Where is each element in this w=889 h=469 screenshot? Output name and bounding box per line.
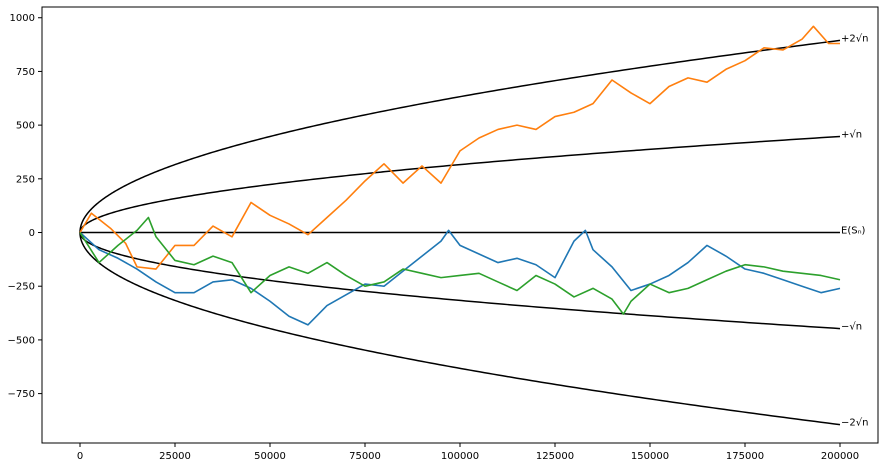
reference-curve-label-4: −2√n [841, 418, 868, 429]
y-tick-label: 0 [29, 228, 35, 239]
reference-curves [79, 39, 841, 426]
y-axis: −750 −500 −250 0 250 500 750 1000 [8, 13, 42, 400]
x-tick-label: 75000 [349, 451, 381, 462]
reference-curve-label-2: E(Sₙ) [841, 226, 866, 237]
reference-curve-4 [79, 232, 841, 426]
x-tick-label: 150000 [631, 451, 669, 462]
y-tick-label: 250 [16, 174, 35, 185]
series-lines [79, 25, 841, 326]
y-tick-label: 750 [16, 67, 35, 78]
x-tick-label: 50000 [254, 451, 286, 462]
y-tick-label: −250 [8, 282, 35, 293]
plot-area [42, 7, 878, 443]
y-tick-label: 1000 [10, 13, 35, 24]
reference-curve-label-1: +√n [841, 130, 862, 141]
y-tick-label: −500 [8, 335, 35, 346]
series-line-1 [79, 25, 840, 270]
series-line-2 [79, 216, 841, 315]
y-tick-label: −750 [8, 389, 35, 400]
reference-curve-labels: +2√n +√n E(Sₙ) −√n −2√n [841, 33, 868, 428]
reference-curve-0 [79, 39, 841, 233]
x-tick-label: 200000 [821, 451, 859, 462]
x-tick-label: 25000 [159, 451, 191, 462]
y-tick-label: 500 [16, 121, 35, 132]
x-tick-label: 100000 [441, 451, 479, 462]
x-axis: 0 25000 50000 75000 100000 125000 150000 175000… [77, 443, 859, 462]
x-tick-label: 125000 [536, 451, 574, 462]
x-tick-label: 0 [77, 451, 83, 462]
reference-curve-1 [79, 135, 841, 233]
reference-curve-3 [79, 232, 841, 330]
reference-curve-label-3: −√n [841, 322, 862, 333]
x-tick-label: 175000 [726, 451, 764, 462]
reference-curve-label-0: +2√n [841, 33, 868, 44]
series-line-0 [79, 229, 841, 326]
